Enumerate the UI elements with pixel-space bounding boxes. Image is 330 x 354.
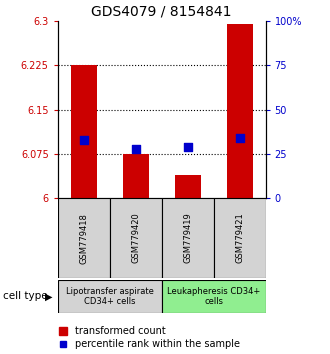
Text: Lipotransfer aspirate
CD34+ cells: Lipotransfer aspirate CD34+ cells <box>66 287 154 306</box>
Text: Leukapheresis CD34+
cells: Leukapheresis CD34+ cells <box>167 287 260 306</box>
Bar <box>123 154 149 198</box>
Point <box>133 146 138 152</box>
Text: cell type: cell type <box>3 291 48 302</box>
Bar <box>71 65 97 198</box>
Bar <box>58 198 110 278</box>
Text: GSM779419: GSM779419 <box>183 213 192 263</box>
Text: GSM779420: GSM779420 <box>131 213 140 263</box>
Bar <box>58 280 162 313</box>
Text: GSM779418: GSM779418 <box>79 213 88 263</box>
Text: GSM779421: GSM779421 <box>235 213 244 263</box>
Text: ▶: ▶ <box>45 291 52 302</box>
Point <box>81 137 86 143</box>
Bar <box>175 175 201 198</box>
Bar <box>214 198 266 278</box>
Title: GDS4079 / 8154841: GDS4079 / 8154841 <box>91 5 232 19</box>
Bar <box>162 280 266 313</box>
Legend: transformed count, percentile rank within the sample: transformed count, percentile rank withi… <box>59 326 240 349</box>
Point <box>237 135 242 141</box>
Bar <box>110 198 162 278</box>
Point <box>185 144 190 150</box>
Bar <box>227 24 253 198</box>
Bar <box>162 198 214 278</box>
